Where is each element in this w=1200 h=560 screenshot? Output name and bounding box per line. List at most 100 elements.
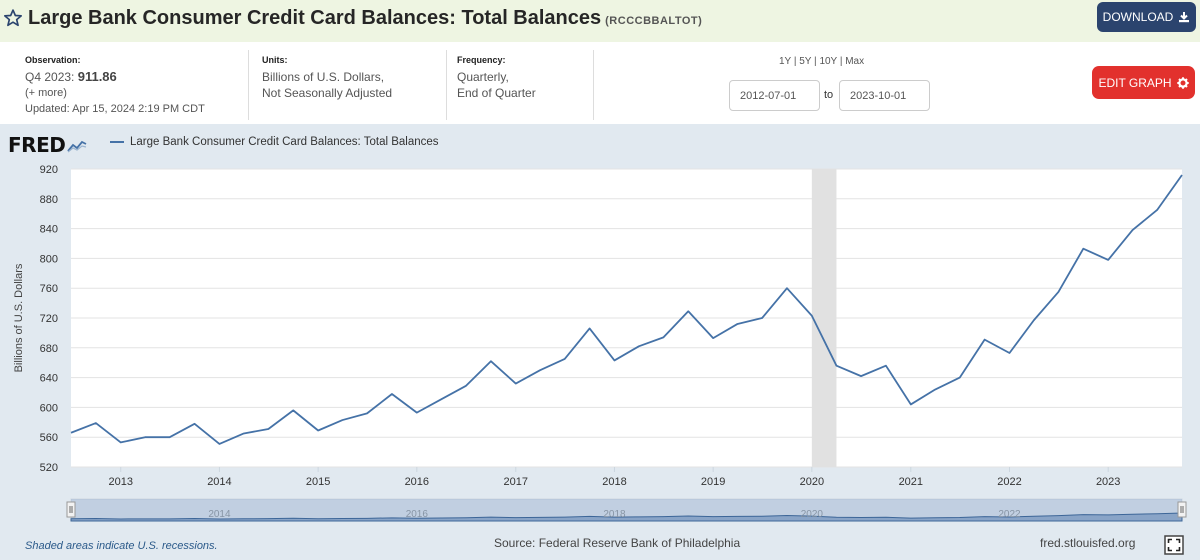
data-point[interactable]: 2012-10-01: 579 (91, 418, 101, 428)
data-point[interactable]: 2018-01-01: 663 (609, 355, 619, 365)
y-tick-label: 720 (40, 313, 58, 325)
data-point[interactable]: 2016-10-01: 662 (486, 356, 496, 366)
download-button[interactable]: DOWNLOAD (1097, 2, 1196, 32)
navigator-label: 2016 (406, 509, 429, 520)
range-10y[interactable]: 10Y (819, 56, 838, 67)
range-5y[interactable]: 5Y (799, 56, 812, 67)
data-point[interactable]: 2013-04-01: 560 (140, 432, 150, 442)
units-label: Units: (262, 55, 288, 65)
data-point[interactable]: 2016-04-01: 611 (436, 394, 446, 404)
star-icon[interactable] (3, 8, 23, 28)
data-point[interactable]: 2013-10-01: 578 (190, 419, 200, 429)
data-point[interactable]: 2021-10-01: 691 (980, 335, 990, 345)
y-tick-label: 600 (40, 402, 58, 414)
navigator-handle[interactable] (66, 501, 76, 518)
units-line2: Not Seasonally Adjusted (262, 86, 393, 100)
data-point[interactable]: 2020-10-01: 656 (881, 361, 891, 371)
frequency-block: Frequency: Quarterly, End of Quarter (457, 52, 536, 101)
data-point[interactable]: 2022-04-01: 717 (1029, 315, 1039, 325)
x-tick-label: 2019 (701, 476, 725, 488)
data-point[interactable]: 2015-04-01: 583 (337, 415, 347, 425)
navigator-handle[interactable] (1177, 501, 1187, 518)
x-tick-label: 2023 (1096, 476, 1120, 488)
x-tick-label: 2021 (899, 476, 923, 488)
data-point[interactable]: 2019-01-01: 693 (708, 333, 718, 343)
data-point[interactable]: 2016-01-01: 593 (412, 408, 422, 418)
start-date-input[interactable]: 2012-07-01 (729, 80, 820, 111)
download-icon (1179, 12, 1190, 23)
fred-logo-text: FRED (8, 133, 66, 157)
data-point[interactable]: 2014-10-01: 596 (288, 405, 298, 415)
data-point[interactable]: 2014-04-01: 565 (239, 428, 249, 438)
data-point[interactable]: 2023-04-01: 838 (1128, 225, 1138, 235)
data-point[interactable]: 2022-10-01: 813 (1078, 244, 1088, 254)
range-max[interactable]: Max (845, 56, 865, 67)
data-point[interactable]: 2013-01-01: 553 (116, 437, 126, 447)
data-point[interactable]: 2022-07-01: 755 (1053, 287, 1063, 297)
units-block: Units: Billions of U.S. Dollars, Not Sea… (262, 52, 392, 101)
data-point[interactable]: 2015-01-01: 569 (313, 425, 323, 435)
data-point[interactable]: 2018-07-01: 694 (658, 332, 668, 342)
x-tick-label: 2018 (602, 476, 626, 488)
navigator-selection[interactable] (71, 499, 1182, 521)
fred-graph-icon (67, 140, 87, 153)
observation-block: Observation: Q4 2023: 911.86 (+ more) Up… (25, 52, 205, 117)
data-point[interactable]: 2016-07-01: 629 (461, 381, 471, 391)
data-point[interactable]: 2021-07-01: 640 (955, 373, 965, 383)
to-label: to (824, 89, 834, 101)
units-line1: Billions of U.S. Dollars, (262, 70, 385, 84)
updated-label: Updated: (25, 103, 70, 115)
divider (248, 50, 249, 120)
more-link[interactable]: (+ more) (25, 87, 67, 99)
data-point[interactable]: 2015-07-01: 592 (362, 408, 372, 418)
data-point[interactable]: 2022-01-01: 673 (1004, 348, 1014, 358)
edit-graph-button[interactable]: EDIT GRAPH (1092, 66, 1195, 99)
data-point[interactable]: 2023-10-01: 912 (1177, 170, 1187, 180)
end-date-input[interactable]: 2023-10-01 (839, 80, 930, 111)
series-info: Observation: Q4 2023: 911.86 (+ more) Up… (0, 42, 1200, 124)
series-id: (RCCCBBALTOT) (605, 15, 703, 27)
data-point[interactable]: 2013-07-01: 560 (165, 432, 175, 442)
data-point[interactable]: 2017-07-01: 665 (560, 354, 570, 364)
data-point[interactable]: 2020-01-01: 723 (807, 311, 817, 321)
line-chart: 520 560 600 640 680 720 760 800 840 880 920 2013 201… (13, 164, 1187, 522)
series-title: Large Bank Consumer Credit Card Balances… (28, 7, 602, 29)
fullscreen-icon[interactable] (1164, 535, 1184, 555)
data-point[interactable]: 2014-01-01: 551 (214, 439, 224, 449)
chart-panel: 520 560 600 640 680 720 760 800 840 880 920 2013 201… (0, 124, 1200, 560)
data-point[interactable]: 2014-07-01: 571 (263, 424, 273, 434)
source-note: Source: Federal Reserve Bank of Philadel… (494, 536, 741, 550)
navigator-label: 2014 (208, 509, 231, 520)
range-links: 1Y | 5Y | 10Y | Max (779, 56, 865, 67)
data-point[interactable]: 2017-10-01: 706 (585, 323, 595, 333)
data-point[interactable]: 2023-07-01: 865 (1152, 205, 1162, 215)
data-point[interactable]: 2020-07-01: 642 (856, 371, 866, 381)
data-point[interactable]: 2015-10-01: 618 (387, 389, 397, 399)
observation-label: Observation: (25, 55, 81, 65)
updated-line: Updated: Apr 15, 2024 2:19 PM CDT (25, 101, 205, 117)
data-point[interactable]: 2018-04-01: 682 (634, 341, 644, 351)
navigator-label: 2020 (801, 509, 824, 520)
y-tick-label: 520 (40, 462, 58, 474)
data-point[interactable]: 2017-04-01: 650 (535, 365, 545, 375)
data-point[interactable]: 2019-07-01: 720 (757, 313, 767, 323)
frequency-line1: Quarterly, (457, 70, 509, 84)
data-point[interactable]: 2019-04-01: 712 (732, 319, 742, 329)
range-1y[interactable]: 1Y (779, 56, 792, 67)
y-tick-label: 800 (40, 253, 58, 265)
data-point[interactable]: 2023-01-01: 798 (1103, 255, 1113, 265)
data-point[interactable]: 2012-07-01: 566 (66, 428, 76, 438)
gear-icon (1176, 76, 1189, 89)
data-point[interactable]: 2020-04-01: 656 (831, 361, 841, 371)
title-bar: Large Bank Consumer Credit Card Balances… (0, 0, 1200, 42)
site-link[interactable]: fred.stlouisfed.org (1040, 536, 1136, 550)
divider (593, 50, 594, 120)
x-tick-label: 2016 (405, 476, 429, 488)
data-point[interactable]: 2021-01-01: 604 (906, 399, 916, 409)
recession-note: Shaded areas indicate U.S. recessions. (25, 540, 218, 552)
data-point[interactable]: 2017-01-01: 632 (511, 379, 521, 389)
data-point[interactable]: 2021-04-01: 624 (930, 385, 940, 395)
data-point[interactable]: 2018-10-01: 729 (683, 306, 693, 316)
x-tick-label: 2015 (306, 476, 330, 488)
data-point[interactable]: 2019-10-01: 760 (782, 283, 792, 293)
